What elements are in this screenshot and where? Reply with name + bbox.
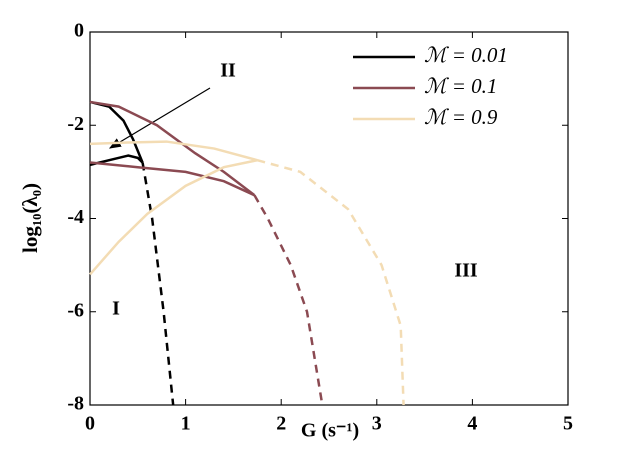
y-axis-label: log₁₀(λ₀) [18,183,42,253]
y-tick-label: -6 [67,299,84,321]
annotation: II [220,60,236,82]
series-line [89,100,256,197]
x-tick-label: 4 [467,413,477,435]
series-line [253,194,324,406]
y-tick-label: -8 [67,393,84,415]
annotation: III [454,260,478,282]
x-tick-label: 3 [372,413,382,435]
x-tick-label: 2 [276,413,286,435]
x-axis-label: G (s⁻¹) [301,420,359,442]
annotation: I [112,298,120,320]
series-line [89,154,144,167]
series-line [89,100,144,164]
series-line [256,159,405,406]
legend-label: ℳ = 0.01 [424,43,508,67]
series-line [89,161,255,197]
legend-label: ℳ = 0.1 [424,74,497,98]
x-tick-label: 5 [563,413,573,435]
legend-label: ℳ = 0.9 [424,105,498,129]
y-tick-label: 0 [74,20,84,42]
series-line [89,158,258,276]
x-tick-label: 0 [85,413,95,435]
series-line [141,162,175,406]
x-tick-label: 1 [181,413,191,435]
series-line [89,140,258,162]
y-tick-label: -4 [67,206,84,228]
annotation-arrow [108,87,211,149]
y-tick-label: -2 [67,113,84,135]
